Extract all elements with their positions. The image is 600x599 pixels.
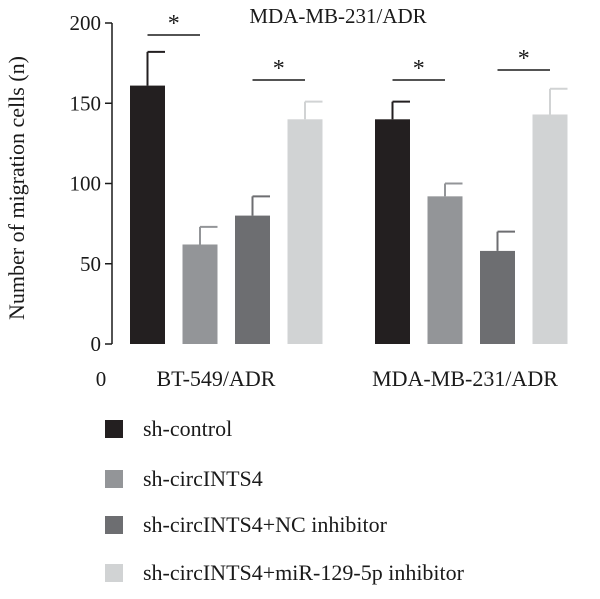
- legend-swatch: [105, 420, 123, 438]
- y-axis-label: Number of migration cells (n): [4, 56, 29, 320]
- legend: sh-control sh-circINTS4 sh-circINTS4+NC in…: [105, 416, 465, 585]
- legend-label: sh-control: [143, 416, 232, 441]
- legend-label: sh-circINTS4: [143, 466, 263, 491]
- legend-label: sh-circINTS4+miR-129-5p inhibitor: [143, 560, 465, 585]
- significance-markers: * * * *: [147, 11, 550, 82]
- bar: [532, 114, 568, 344]
- bar: [287, 119, 323, 344]
- bar: [182, 244, 218, 344]
- y-tick-label: 150: [70, 91, 102, 115]
- bar: [235, 215, 270, 344]
- legend-label: sh-circINTS4+NC inhibitor: [143, 512, 388, 537]
- x-category-label: BT-549/ADR: [157, 366, 276, 391]
- significance-star: *: [168, 11, 180, 37]
- y-ticks: 0 50 100 150 200: [70, 11, 112, 356]
- legend-swatch: [105, 470, 123, 488]
- bar: [480, 250, 515, 344]
- bar: [375, 119, 410, 344]
- legend-swatch: [105, 516, 123, 534]
- significance-star: *: [518, 46, 530, 72]
- chart-title: MDA-MB-231/ADR: [249, 4, 426, 28]
- error-bars: [146, 50, 568, 251]
- bars: [130, 85, 568, 344]
- legend-swatch: [105, 564, 123, 582]
- bar: [427, 196, 463, 344]
- significance-star: *: [273, 56, 285, 82]
- x-origin-label: 0: [96, 367, 107, 391]
- significance-star: *: [413, 56, 425, 82]
- y-tick-label: 200: [70, 11, 102, 35]
- x-category-label: MDA-MB-231/ADR: [372, 366, 558, 391]
- y-tick-label: 0: [91, 332, 102, 356]
- bar: [130, 85, 165, 344]
- x-category-labels: BT-549/ADR MDA-MB-231/ADR: [157, 366, 559, 391]
- y-tick-label: 50: [80, 252, 101, 276]
- y-tick-label: 100: [70, 172, 102, 196]
